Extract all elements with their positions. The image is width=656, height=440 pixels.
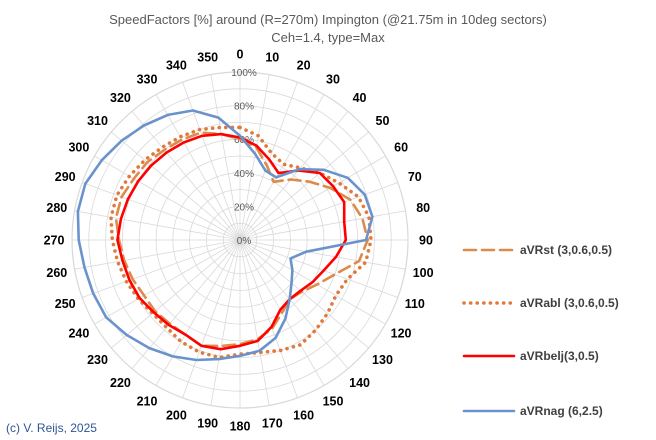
spoke-line xyxy=(239,210,406,241)
angle-label: 120 xyxy=(391,327,412,341)
angle-label: 20 xyxy=(297,59,311,73)
angle-label: 270 xyxy=(44,234,65,248)
legend-label-4: aVRnag (6,2.5) xyxy=(520,404,603,418)
angle-label: 140 xyxy=(349,376,370,390)
spoke-line xyxy=(81,239,241,298)
angle-label: 50 xyxy=(376,114,390,128)
spoke-line xyxy=(182,239,241,399)
angle-label: 110 xyxy=(405,297,425,311)
angle-label: 160 xyxy=(293,408,314,422)
spoke-line xyxy=(210,239,241,406)
legend: aVRst (3,0.6,0.5) aVRabl (3,0.6,0.5) aVRbe… xyxy=(462,243,619,418)
spoke-line xyxy=(94,239,241,325)
angle-label: 190 xyxy=(197,417,218,431)
angle-label: 260 xyxy=(46,266,67,280)
spoke-line xyxy=(239,94,325,241)
angle-label: 320 xyxy=(110,91,131,105)
radial-tick-label: 100% xyxy=(231,68,257,79)
angle-label: 200 xyxy=(166,408,187,422)
spoke-line xyxy=(94,155,241,241)
legend-label-1: aVRst (3,0.6,0.5) xyxy=(520,243,612,257)
angle-label: 350 xyxy=(197,50,218,64)
legend-label-3: aVRbelj(3,0.5) xyxy=(520,349,599,363)
angle-label: 290 xyxy=(55,170,76,184)
spoke-line xyxy=(239,81,298,241)
spoke-line xyxy=(239,155,386,241)
angle-label: 230 xyxy=(87,353,108,367)
spoke-line xyxy=(155,94,241,241)
radial-tick-label: 80% xyxy=(234,102,254,113)
spoke-line xyxy=(111,131,241,241)
spoke-line xyxy=(239,239,349,369)
angle-label: 130 xyxy=(372,353,393,367)
angle-label: 150 xyxy=(323,395,344,409)
angle-label: 90 xyxy=(419,234,433,248)
angle-label: 30 xyxy=(326,72,340,86)
series-line-2 xyxy=(109,125,373,360)
spoke-line xyxy=(182,81,241,241)
legend-label-2: aVRabl (3,0.6,0.5) xyxy=(520,296,619,310)
spoke-line xyxy=(210,74,241,241)
chart-title: SpeedFactors [%] around (R=270m) Impingt… xyxy=(109,12,547,27)
angle-label: 310 xyxy=(87,114,108,128)
angle-label: 220 xyxy=(110,376,131,390)
spoke-line xyxy=(239,131,369,241)
angle-label: 330 xyxy=(137,72,158,86)
spoke-line xyxy=(239,182,399,241)
series-line-4 xyxy=(76,109,374,362)
spoke-line xyxy=(239,239,298,399)
spoke-line xyxy=(239,239,369,349)
angle-label: 180 xyxy=(230,420,251,434)
copyright-text: (c) V. Reijs, 2025 xyxy=(6,421,97,435)
angle-label: 40 xyxy=(353,91,367,105)
data-series xyxy=(76,109,374,362)
radial-tick-label: 20% xyxy=(234,202,254,213)
spoke-line xyxy=(239,74,270,241)
spoke-line xyxy=(74,210,241,241)
spoke-line xyxy=(239,239,406,270)
spoke-line xyxy=(74,239,241,270)
series-line-1 xyxy=(114,131,369,348)
angle-label: 80 xyxy=(416,201,430,215)
radial-tick-label: 0% xyxy=(237,236,252,247)
chart-subtitle: Ceh=1.4, type=Max xyxy=(271,30,385,45)
spoke-line xyxy=(131,111,241,241)
angle-label: 60 xyxy=(394,141,408,155)
radial-grid xyxy=(71,71,409,409)
radial-tick-label: 40% xyxy=(234,169,254,180)
angle-label: 210 xyxy=(137,395,158,409)
angle-label: 340 xyxy=(166,59,187,73)
spoke-line xyxy=(111,239,241,349)
spoke-line xyxy=(239,239,399,298)
angle-label: 70 xyxy=(408,170,422,184)
spoke-line xyxy=(239,111,349,241)
angle-label: 280 xyxy=(46,201,67,215)
spoke-line xyxy=(155,239,241,386)
series-line-3 xyxy=(116,132,348,351)
angle-label: 0 xyxy=(237,48,244,62)
spoke-line xyxy=(239,239,270,406)
angle-label: 250 xyxy=(55,297,76,311)
angle-label: 100 xyxy=(413,266,434,280)
spoke-line xyxy=(81,182,241,241)
angle-label: 170 xyxy=(262,417,283,431)
angle-label: 10 xyxy=(265,50,279,64)
angle-label: 300 xyxy=(68,141,89,155)
angle-label: 240 xyxy=(68,327,89,341)
